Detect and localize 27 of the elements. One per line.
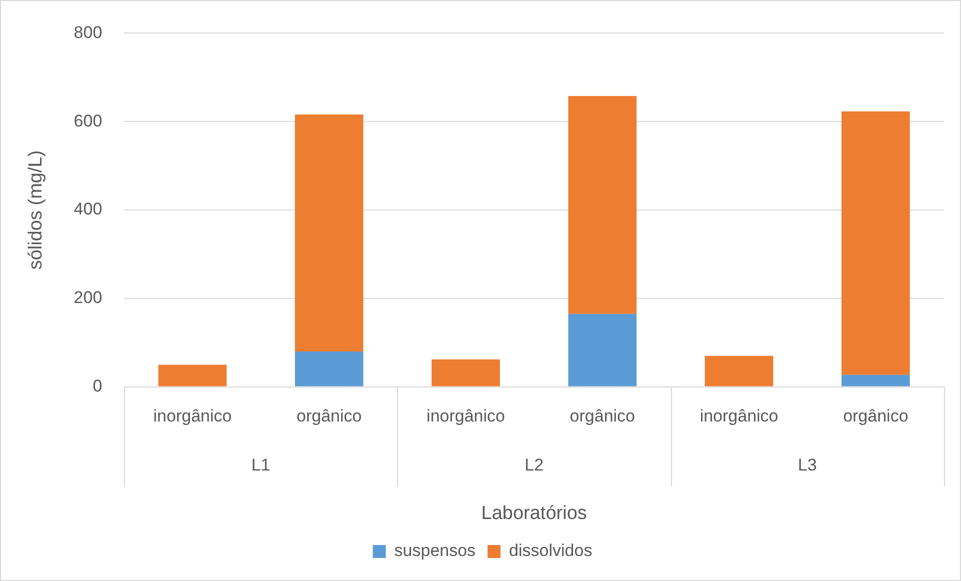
y-axis-title: sólidos (mg/L) (26, 150, 47, 270)
y-tick-label: 200 (74, 288, 102, 308)
bar (842, 111, 910, 375)
text: L2 (524, 455, 544, 474)
bar (158, 364, 227, 386)
bar (294, 351, 364, 386)
text: L3 (798, 455, 817, 474)
bar (704, 356, 774, 386)
legend-label: suspensos (394, 541, 476, 560)
y-tick-label: 0 (92, 376, 102, 396)
bar (842, 374, 910, 386)
x-tick-label: inorgânico (700, 406, 778, 426)
y-tick-label: 400 (74, 200, 102, 219)
y-tick-label: 800 (74, 22, 102, 42)
bar (568, 314, 637, 386)
bar (294, 114, 364, 352)
text: L1 (251, 455, 270, 474)
x-tick-label: orgânico (843, 406, 908, 426)
legend-label: dissolvidos (509, 541, 592, 560)
bar (432, 359, 500, 386)
x-tick-label: inorgânico (153, 406, 232, 426)
x-tick-label: orgânico (570, 406, 636, 426)
x-tick-label: orgânico (296, 406, 362, 426)
y-tick-label: 600 (74, 111, 102, 130)
x-tick-label: inorgânico (426, 406, 505, 426)
bar (568, 96, 637, 314)
x-axis-title: Laboratórios (481, 502, 587, 524)
